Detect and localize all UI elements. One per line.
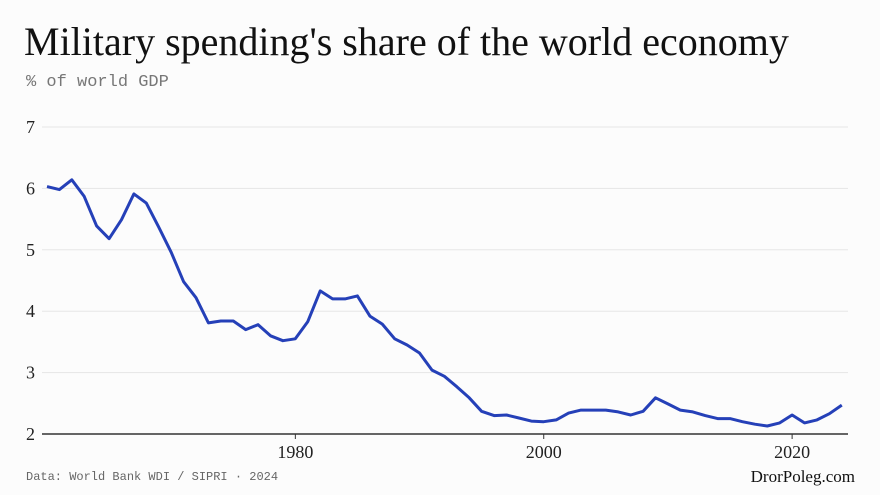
data-line [46, 178, 843, 428]
chart-subtitle: % of world GDP [26, 73, 169, 92]
y-tick-label: 5 [26, 240, 35, 260]
chart-title: Military spending's share of the world e… [24, 19, 789, 64]
y-tick-label: 3 [26, 363, 35, 383]
y-tick-label: 4 [26, 301, 35, 321]
x-tick-label: 2000 [526, 442, 562, 462]
x-tick-label: 1980 [277, 442, 313, 462]
y-tick-label: 2 [26, 424, 35, 444]
x-tick-label: 2020 [774, 442, 810, 462]
y-tick-label: 6 [26, 178, 35, 198]
source-note: Data: World Bank WDI / SIPRI · 2024 [26, 470, 278, 484]
credit: DrorPoleg.com [751, 467, 855, 486]
y-tick-label: 7 [26, 117, 35, 137]
